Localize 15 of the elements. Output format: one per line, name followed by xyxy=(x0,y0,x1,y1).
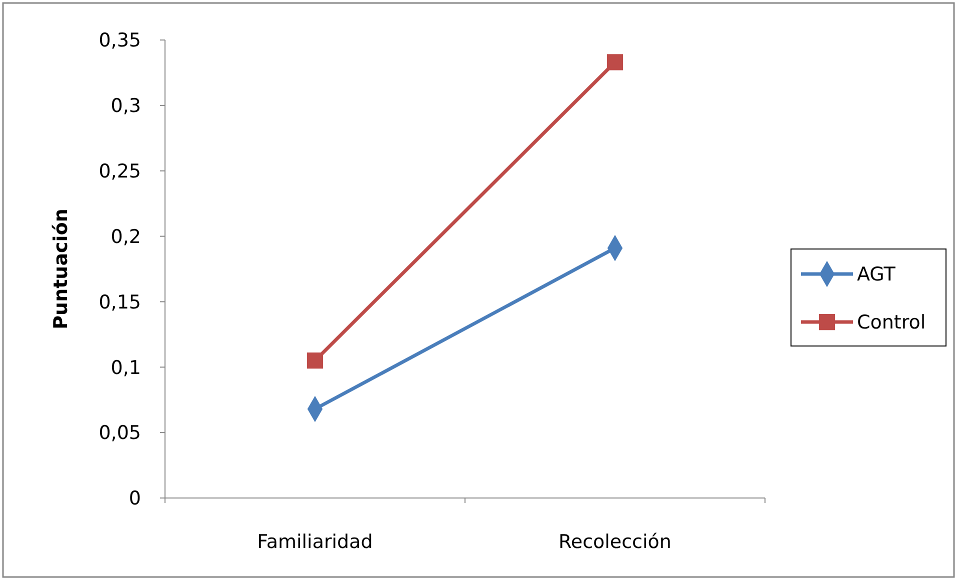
y-axis-title: Puntuación xyxy=(50,208,72,330)
y-tick-label: 0 xyxy=(128,488,141,510)
y-tick-label: 0,3 xyxy=(110,95,141,118)
y-tick-label: 0,15 xyxy=(98,291,141,314)
x-tick-label: Familiaridad xyxy=(257,531,373,553)
legend-label: AGT xyxy=(857,264,896,286)
x-tick-label: Recolección xyxy=(558,531,672,553)
legend-label: Control xyxy=(857,312,926,334)
y-tick-label: 0,35 xyxy=(98,30,141,52)
y-tick-label: 0,25 xyxy=(98,160,141,183)
y-tick-label: 0,05 xyxy=(98,422,141,444)
y-tick-label: 0,1 xyxy=(110,356,141,379)
point xyxy=(606,54,624,70)
point xyxy=(306,352,324,369)
y-tick-label: 0,2 xyxy=(110,226,141,248)
